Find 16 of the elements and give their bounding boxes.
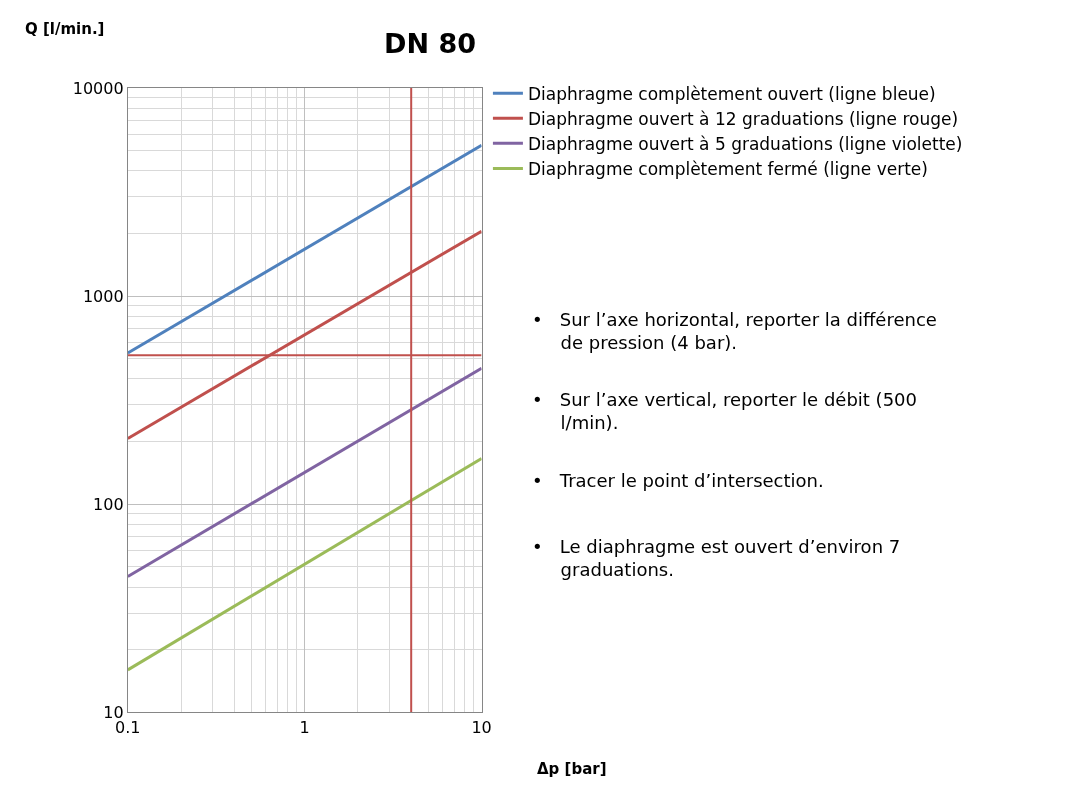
- legend-label: Diaphragme complètement ouvert (ligne bleue): [527, 83, 936, 104]
- x-tick-label: 1: [299, 717, 310, 737]
- y-tick-label: 100: [93, 494, 124, 514]
- y-tick-label: 10000: [72, 78, 124, 98]
- y-axis-title: Q [l/min.]: [25, 20, 105, 38]
- x-axis-title: Δp [bar]: [537, 760, 607, 778]
- text: • Sur l’axe horizontal, reporter la différence de pression (4 bar).: [532, 309, 937, 354]
- chart-title: DN 80: [384, 28, 476, 59]
- legend-label: Diaphragme ouvert à 5 graduations (ligne violette): [527, 133, 963, 154]
- y-tick-label: 1000: [82, 286, 124, 306]
- text: • Tracer le point d’intersection.: [532, 470, 824, 491]
- legend-label: Diaphragme ouvert à 12 graduations (ligne rouge): [527, 108, 959, 129]
- text: • Le diaphragme est ouvert d’environ 7 graduations.: [532, 536, 901, 581]
- legend-label: Diaphragme complètement fermé (ligne verte): [527, 159, 928, 180]
- text: • Sur l’axe vertical, reporter le débit (500 l/min).: [532, 389, 917, 434]
- x-tick-label: 10: [471, 717, 492, 737]
